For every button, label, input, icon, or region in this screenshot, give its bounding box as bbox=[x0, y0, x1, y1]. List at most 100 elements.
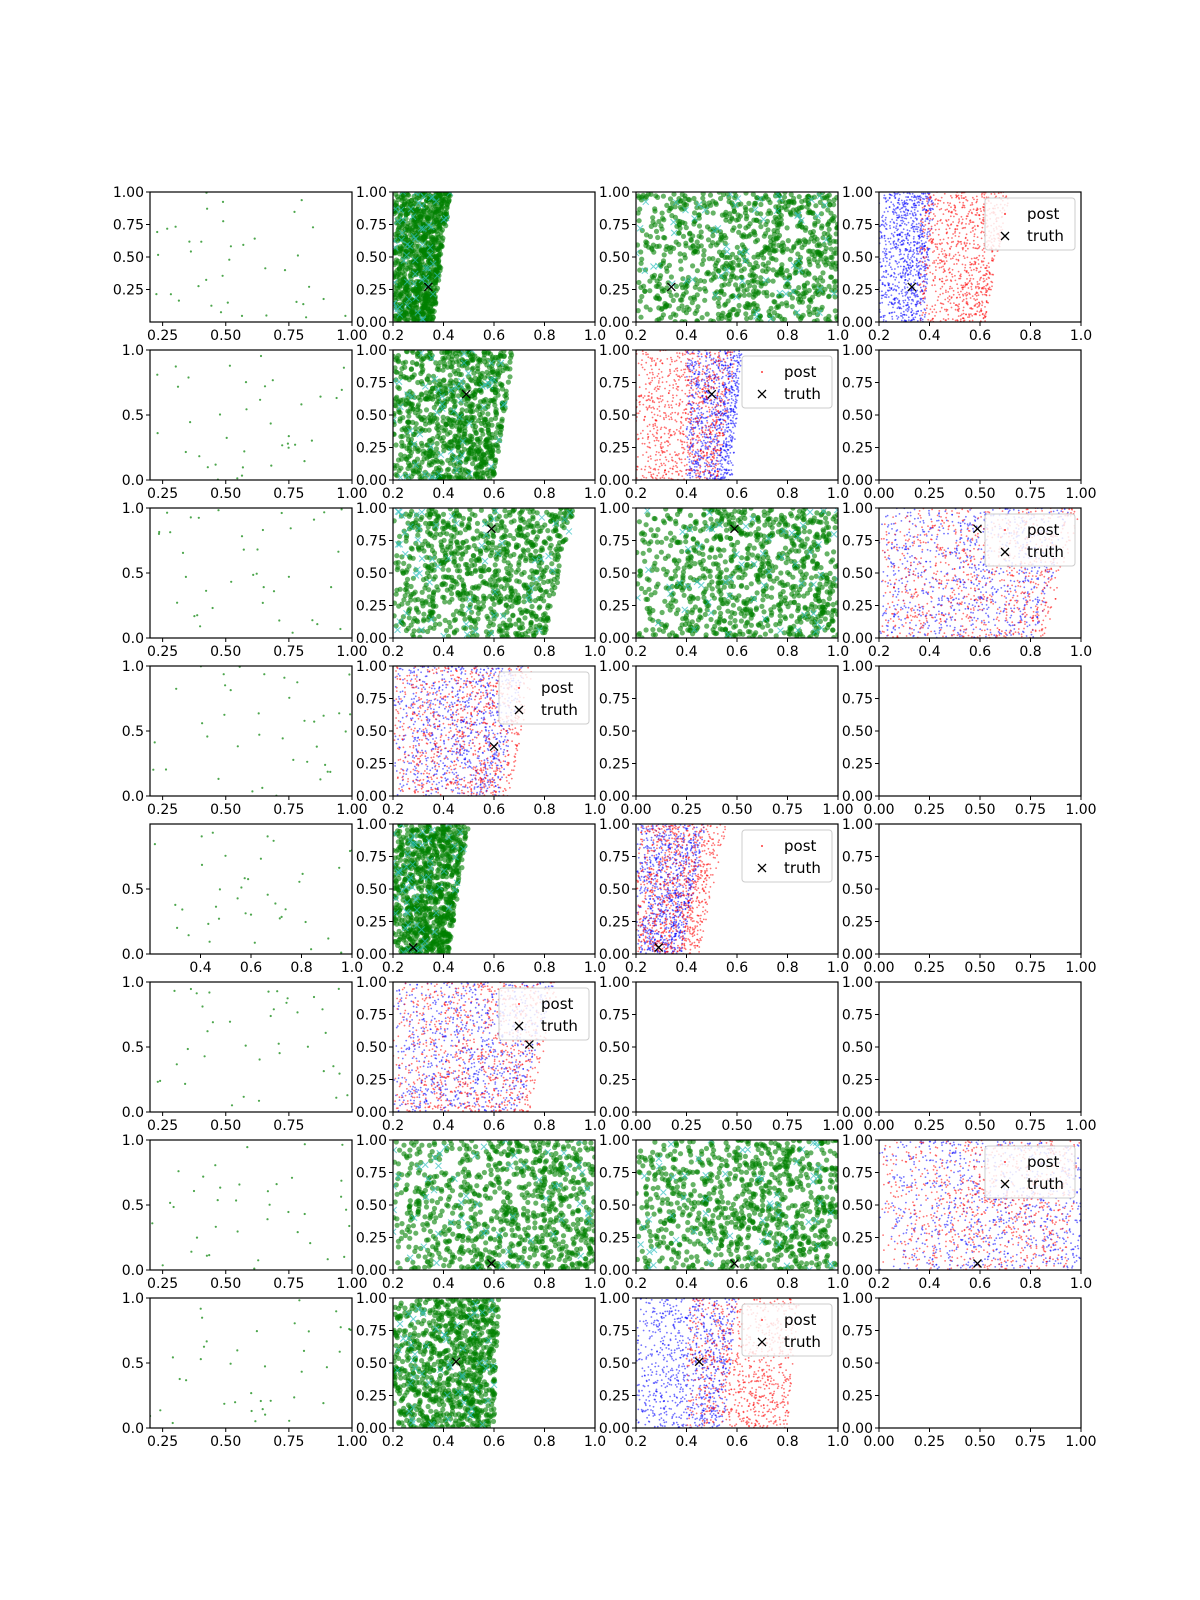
post-point bbox=[472, 455, 478, 461]
post-point bbox=[909, 198, 912, 201]
post-point bbox=[918, 238, 920, 240]
post-point bbox=[417, 464, 423, 470]
post-point bbox=[641, 283, 647, 289]
post-point bbox=[879, 316, 882, 318]
post-point bbox=[889, 221, 892, 223]
post-point bbox=[906, 192, 909, 195]
post-cloud-cyan bbox=[393, 350, 508, 480]
x-tick-label: 1.00 bbox=[336, 486, 367, 502]
post-point bbox=[462, 477, 468, 480]
post-point bbox=[909, 212, 911, 215]
post-point bbox=[824, 193, 830, 199]
post-point bbox=[885, 227, 887, 230]
post-point bbox=[954, 253, 957, 256]
post-point bbox=[637, 206, 643, 212]
post-point bbox=[927, 222, 930, 225]
post-point bbox=[881, 236, 883, 239]
post-point bbox=[893, 231, 896, 234]
sample-point bbox=[263, 385, 267, 388]
post-point bbox=[978, 311, 981, 313]
post-point bbox=[490, 469, 497, 475]
cyan-cross bbox=[682, 206, 689, 214]
post-point bbox=[723, 440, 725, 442]
post-point bbox=[913, 244, 916, 247]
post-point bbox=[954, 209, 957, 212]
post-point bbox=[951, 196, 953, 199]
post-point bbox=[927, 209, 930, 212]
post-point bbox=[977, 294, 980, 296]
post-point bbox=[882, 270, 885, 273]
post-point bbox=[926, 233, 928, 236]
x-tick-label: 0.8 bbox=[776, 328, 798, 344]
post-point bbox=[650, 242, 657, 248]
post-point bbox=[910, 311, 913, 313]
post-point bbox=[911, 222, 914, 225]
post-point bbox=[919, 229, 921, 232]
post-point bbox=[724, 431, 726, 433]
post-point bbox=[909, 246, 912, 249]
post-point bbox=[977, 258, 980, 261]
post-point bbox=[920, 239, 923, 242]
post-point bbox=[982, 260, 985, 263]
post-point bbox=[968, 242, 971, 245]
post-point bbox=[660, 312, 667, 318]
post-point bbox=[433, 446, 439, 452]
post-point bbox=[884, 254, 887, 257]
post-point bbox=[950, 224, 952, 226]
cyan-cross bbox=[393, 279, 398, 286]
cyan-cross bbox=[418, 350, 425, 357]
post-point bbox=[783, 206, 789, 213]
post-point bbox=[985, 291, 988, 293]
post-point bbox=[402, 267, 409, 273]
cyan-cross bbox=[414, 309, 422, 316]
post-point bbox=[444, 204, 450, 210]
cyan-cross bbox=[776, 289, 784, 297]
post-point bbox=[898, 302, 900, 304]
post-point bbox=[897, 206, 899, 208]
post-point bbox=[983, 285, 985, 288]
post-point bbox=[660, 260, 666, 266]
post-point bbox=[950, 306, 953, 309]
post-point bbox=[731, 306, 737, 313]
post-point bbox=[743, 311, 749, 317]
post-point bbox=[962, 286, 964, 289]
post-point bbox=[820, 278, 826, 284]
post-point bbox=[722, 302, 728, 308]
post-point bbox=[787, 272, 793, 278]
post-point bbox=[426, 427, 432, 433]
post-point bbox=[896, 285, 899, 288]
post-point bbox=[981, 300, 983, 303]
sample-point bbox=[188, 240, 191, 243]
sample-point bbox=[166, 227, 169, 230]
post-point bbox=[742, 210, 749, 216]
post-point bbox=[744, 316, 750, 322]
post-point bbox=[971, 295, 974, 297]
post-point bbox=[913, 268, 916, 271]
post-point bbox=[889, 243, 892, 245]
post-point bbox=[693, 463, 696, 465]
post-point bbox=[455, 367, 461, 374]
post-point bbox=[423, 353, 430, 359]
post-point bbox=[507, 374, 513, 380]
post-point bbox=[913, 211, 916, 214]
post-point bbox=[942, 213, 945, 216]
post-point bbox=[397, 410, 403, 416]
post-point bbox=[883, 235, 886, 237]
cyan-cross bbox=[457, 377, 465, 385]
post-point bbox=[432, 415, 438, 421]
post-point bbox=[971, 203, 974, 206]
post-point bbox=[770, 278, 776, 284]
post-point bbox=[653, 193, 659, 199]
post-point bbox=[926, 231, 929, 234]
post-point bbox=[932, 232, 934, 234]
post-point bbox=[728, 264, 735, 270]
post-point bbox=[973, 198, 975, 201]
post-point bbox=[911, 199, 914, 202]
post-point bbox=[962, 312, 965, 315]
post-point bbox=[943, 263, 946, 266]
post-point bbox=[414, 361, 420, 367]
post-point bbox=[960, 197, 963, 199]
cyan-cross bbox=[450, 407, 458, 415]
post-point bbox=[914, 316, 917, 319]
post-point bbox=[958, 254, 961, 257]
